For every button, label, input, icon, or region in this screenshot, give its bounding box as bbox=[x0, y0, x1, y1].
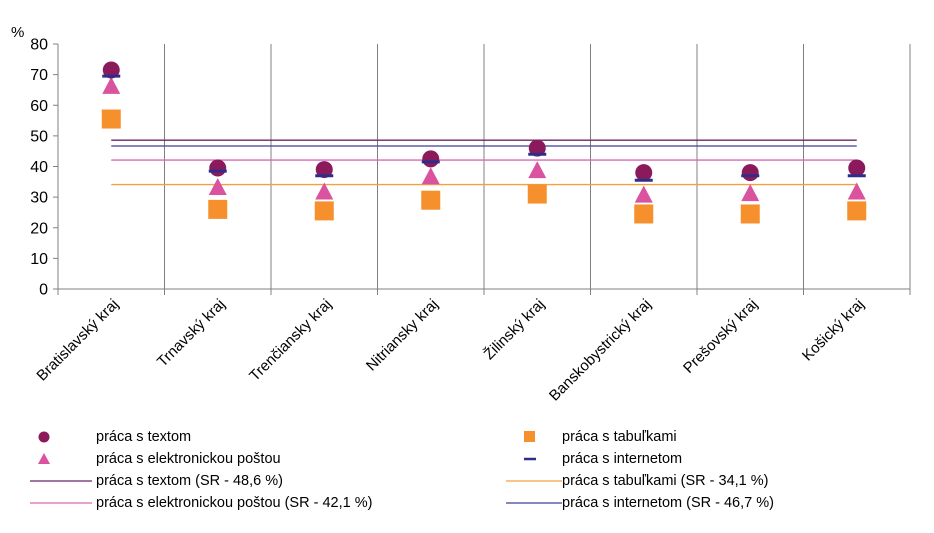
data-point-triangle bbox=[315, 182, 334, 200]
data-point-square bbox=[740, 204, 760, 224]
x-tick-label: Nitriansky kraj bbox=[363, 296, 442, 375]
y-tick-label: 40 bbox=[30, 159, 48, 176]
y-unit-label: % bbox=[11, 24, 24, 41]
data-point-square bbox=[314, 201, 334, 221]
data-point-square bbox=[208, 199, 228, 219]
line-marker-icon bbox=[30, 480, 92, 482]
line-marker-icon bbox=[506, 502, 562, 504]
y-tick-label: 10 bbox=[30, 251, 48, 268]
x-tick-label: Trenčiansky kraj bbox=[246, 296, 335, 385]
line-marker-icon bbox=[506, 480, 562, 482]
legend-label: práca s textom bbox=[96, 429, 192, 445]
x-tick-label: Trnavský kraj bbox=[154, 296, 229, 371]
data-point-triangle bbox=[421, 167, 440, 185]
y-tick-label: 50 bbox=[30, 128, 48, 145]
chart-plot: % 0 10 20 30 40 50 60 70 80 Bratislavský kraj Trnav… bbox=[11, 24, 911, 405]
data-point-circle bbox=[741, 164, 759, 182]
legend-label: práca s textom (SR - 48,6 %) bbox=[96, 473, 283, 489]
square-marker-icon bbox=[524, 431, 535, 442]
x-tick-label: Žilinský kraj bbox=[481, 296, 548, 363]
triangle-marker-icon bbox=[38, 453, 50, 464]
data-point-triangle bbox=[208, 177, 227, 195]
data-point-circle bbox=[635, 164, 653, 182]
x-tick-label: Banskobystrický kraj bbox=[546, 296, 655, 405]
legend-label: práca s elektronickou poštou (SR - 42,1 … bbox=[96, 495, 373, 511]
data-point-square bbox=[527, 184, 547, 204]
data-point-triangle bbox=[741, 184, 760, 202]
y-tick-label: 60 bbox=[30, 98, 48, 115]
data-point-circle bbox=[422, 150, 440, 168]
y-tick-label: 20 bbox=[30, 220, 48, 237]
data-point-square bbox=[421, 190, 441, 210]
y-tick-label: 70 bbox=[30, 67, 48, 84]
legend-label: práca s internetom bbox=[562, 451, 683, 467]
x-tick-label: Prešovský kraj bbox=[680, 296, 761, 377]
data-point-circle bbox=[209, 159, 227, 177]
line-marker-icon bbox=[30, 502, 92, 504]
data-point-circle bbox=[848, 159, 866, 177]
dash-marker-icon bbox=[524, 457, 536, 461]
data-point-square bbox=[101, 109, 121, 129]
data-point-square bbox=[634, 204, 654, 224]
x-tick-label: Košický kraj bbox=[799, 296, 868, 365]
data-point-circle bbox=[315, 161, 333, 179]
data-point-triangle bbox=[634, 185, 653, 203]
y-tick-label: 0 bbox=[39, 282, 48, 299]
data-point-triangle bbox=[847, 182, 866, 200]
legend-label: práca s tabuľkami (SR - 34,1 %) bbox=[562, 473, 769, 489]
x-tick-label: Bratislavský kraj bbox=[33, 296, 122, 385]
data-point-square bbox=[847, 201, 867, 221]
data-point-circle bbox=[102, 61, 120, 79]
data-point-triangle bbox=[102, 76, 121, 94]
circle-marker-icon bbox=[38, 431, 50, 443]
legend-label: práca s elektronickou poštou bbox=[96, 451, 281, 467]
legend-label: práca s internetom (SR - 46,7 %) bbox=[562, 495, 774, 511]
legend-label: práca s tabuľkami bbox=[562, 429, 677, 445]
data-point-circle bbox=[528, 139, 546, 157]
data-point-triangle bbox=[528, 161, 547, 179]
y-tick-label: 30 bbox=[30, 190, 48, 207]
y-tick-label: 80 bbox=[30, 37, 48, 54]
